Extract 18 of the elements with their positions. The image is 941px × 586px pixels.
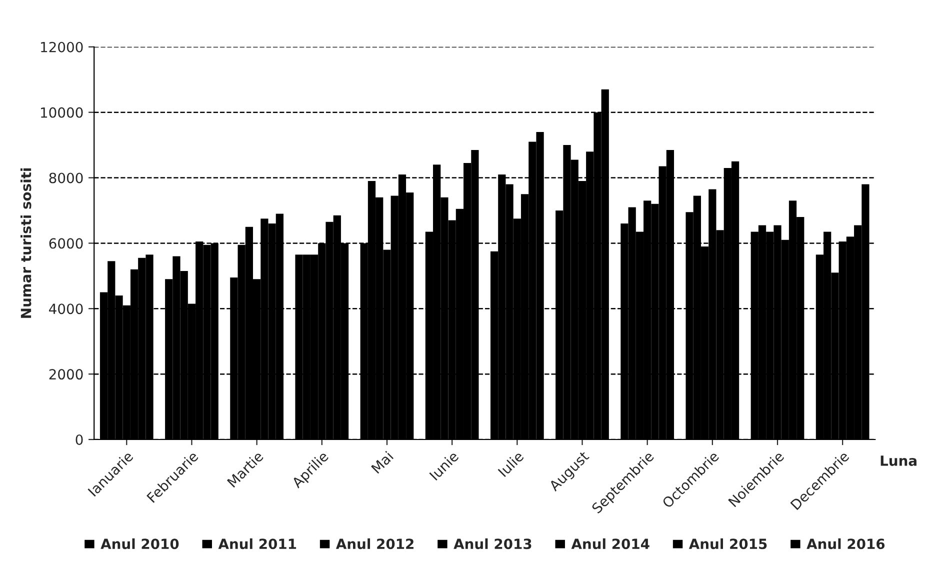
- legend-label: Anul 2014: [571, 538, 650, 550]
- x-axis-title: Luna: [880, 456, 916, 466]
- y-tick-label: 8000: [49, 172, 83, 184]
- y-axis-title: Numar turisti sositi: [20, 168, 32, 318]
- x-tick-label: Iulie: [498, 450, 524, 478]
- legend-label: Anul 2011: [218, 538, 296, 550]
- y-tick-label: 12000: [41, 42, 83, 52]
- y-tick-label: 10000: [41, 107, 83, 118]
- x-tick-label: Mai: [370, 450, 394, 474]
- legend-label: Anul 2015: [688, 538, 767, 550]
- y-tick-label: 4000: [49, 304, 83, 314]
- y-tick-label: 6000: [49, 238, 83, 249]
- legend-label: Anul 2013: [454, 538, 532, 550]
- legend-label: Anul 2012: [336, 538, 414, 550]
- y-tick-label: 2000: [49, 369, 83, 380]
- legend-label: Anul 2016: [806, 538, 885, 550]
- y-tick-label: 0: [76, 434, 83, 445]
- legend-label: Anul 2010: [100, 538, 179, 550]
